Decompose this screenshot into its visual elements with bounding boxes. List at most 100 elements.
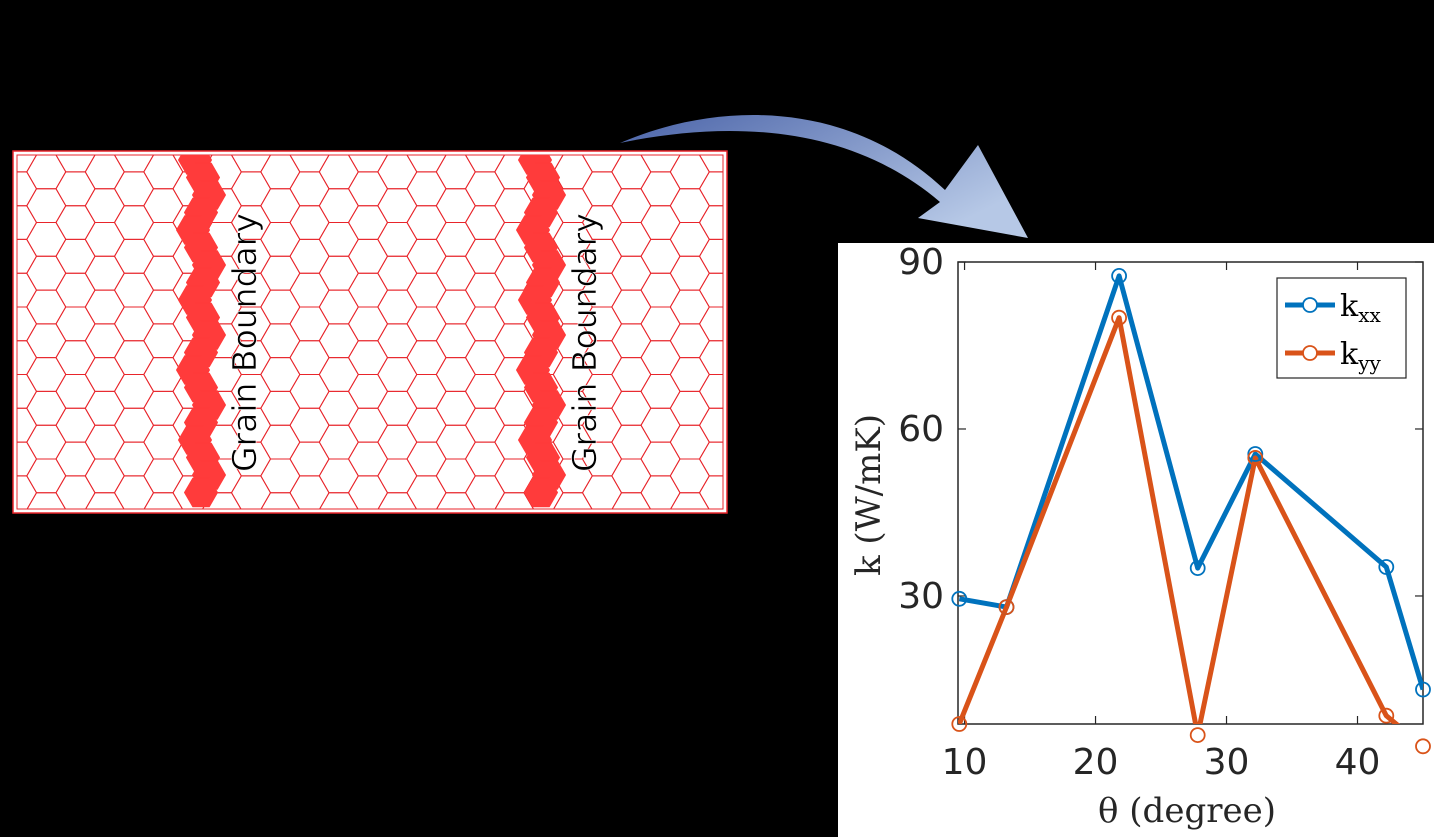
data-point-kyy [1247, 449, 1264, 466]
lattice-cell [698, 306, 723, 342]
grain-boundary-band-left [175, 155, 227, 508]
lattice-cell [0, 358, 7, 392]
lattice-cell [612, 527, 651, 561]
lattice-cell [35, 155, 57, 156]
lattice-cell [698, 205, 723, 240]
lattice-cell [290, 104, 329, 138]
lattice-cell [232, 104, 271, 138]
lattice-cell [729, 459, 768, 493]
lattice-cell [729, 189, 768, 223]
data-point-kxx [1189, 560, 1206, 576]
lattice-cell [232, 510, 271, 544]
boundary-cell [523, 477, 559, 508]
lattice-cell [698, 171, 723, 207]
lattice-cell [729, 425, 768, 459]
x-tick-label: 40 [1335, 742, 1381, 783]
legend-swatch-marker [1302, 297, 1318, 313]
data-point-kxx [1378, 559, 1395, 575]
lattice-cell [758, 408, 797, 442]
lattice-cell [758, 206, 797, 240]
lattice-cell [466, 510, 505, 544]
legend-box [1276, 277, 1407, 379]
lattice-cell [729, 155, 768, 189]
lattice-cell [729, 256, 768, 290]
x-tick-label: 10 [942, 742, 988, 783]
curved-arrow [620, 115, 1028, 238]
lattice-cell [445, 155, 467, 156]
lattice-cell [729, 527, 768, 561]
lattice-cell [0, 425, 7, 459]
lattice-cell [152, 155, 174, 156]
data-point-kyy [1415, 738, 1431, 755]
lattice-cell [27, 527, 66, 561]
lattice-cell [698, 340, 723, 375]
lattice-cell [758, 442, 797, 476]
lattice-cell [85, 527, 124, 561]
lattice-cell [349, 104, 388, 138]
lattice-cell [407, 104, 446, 138]
lattice-cell [319, 527, 358, 561]
data-point-kyy [998, 599, 1015, 615]
lattice-cell [758, 239, 797, 273]
lattice-cell [0, 324, 7, 358]
lattice-cell [115, 104, 154, 138]
data-point-kxx [1247, 446, 1264, 462]
legend-swatch-marker [1302, 345, 1318, 361]
structure-inner-frame [16, 154, 724, 510]
lattice-cell [94, 155, 116, 156]
lattice-cell [56, 510, 95, 544]
lattice-cell [466, 104, 505, 138]
lattice-cell [0, 493, 7, 527]
lattice-cell [670, 527, 709, 561]
lattice-cell [0, 391, 7, 425]
lattice-cell [698, 475, 723, 509]
lattice-cell [758, 138, 797, 172]
lattice-cell [349, 510, 388, 544]
lattice-cell [562, 155, 584, 156]
lattice-cell [729, 290, 768, 324]
lattice-cell [700, 510, 739, 544]
lattice-cell [495, 527, 534, 561]
lattice-cell [378, 527, 417, 561]
lattice-cell [0, 510, 37, 544]
grain-boundary-label-right: Grain Boundary [565, 213, 604, 472]
lattice-cell [758, 172, 797, 206]
lattice-cell [758, 307, 797, 341]
boundary-cell [183, 477, 219, 508]
x-axis-label: θ (degree) [1098, 791, 1276, 831]
lattice-cell [758, 510, 797, 544]
data-point-kyy [951, 716, 968, 732]
lattice-cell [698, 374, 723, 409]
lattice-cell [583, 104, 622, 138]
lattice-cell [729, 493, 768, 527]
lattice-cell [758, 341, 797, 375]
lattice-cell [698, 272, 723, 308]
lattice-cell [144, 527, 183, 561]
x-tick-label: 20 [1073, 742, 1119, 783]
lattice-cell [0, 256, 7, 290]
axis-ticks: 10 20 30 40 30 60 90 [898, 242, 1423, 783]
x-tick-label: 30 [1204, 742, 1250, 783]
lattice-cell [0, 223, 7, 257]
series-lines [958, 273, 1423, 724]
lattice-cell [729, 391, 768, 425]
y-tick-label: 60 [898, 409, 944, 450]
chart-panel: 10 20 30 40 30 60 90 k (W/mK) θ (degree) kxx ky… [838, 242, 1434, 837]
y-tick-label: 90 [898, 242, 944, 283]
lattice-cell [0, 290, 7, 324]
arrow-shape [620, 115, 1028, 238]
grain-boundary-label-left: Grain Boundary [225, 213, 264, 472]
lattice-cell [386, 155, 408, 156]
lattice-cell [698, 441, 723, 477]
legend-label: kyy [1340, 337, 1381, 375]
data-point-kxx [951, 590, 968, 607]
data-point-kxx [1415, 681, 1431, 698]
lattice-cell [173, 510, 212, 544]
lattice-cell [729, 358, 768, 392]
lattice-cell [436, 527, 475, 561]
lattice-cell [524, 510, 563, 544]
lattice-cell [0, 155, 7, 189]
lattice-cell [698, 407, 723, 443]
lattice-cell [328, 155, 350, 156]
